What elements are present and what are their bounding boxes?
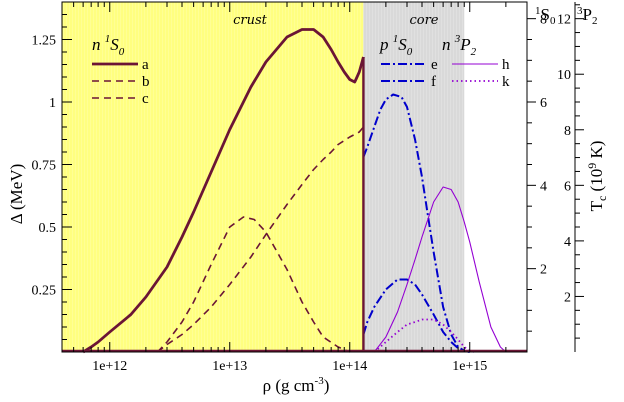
legend-label-k: k [502, 74, 510, 90]
y-axis-label: Δ (MeV) [7, 164, 26, 225]
group-label-p-1s0: p 1S0 [379, 33, 413, 58]
x-tick-label: 1e+12 [92, 359, 127, 374]
group-label-n-1s0: n 1S0 [92, 33, 125, 58]
right-1s0-tick-label: 8 [540, 13, 547, 28]
legend-label-b: b [142, 74, 150, 90]
y-tick-label: 0.75 [32, 159, 57, 174]
region-label-crust: crust [233, 13, 268, 28]
right-3p2-tick-label: 4 [564, 235, 571, 250]
y-tick-label: 0.25 [32, 284, 57, 299]
series-e [362, 93, 470, 353]
x-tick-label: 1e+14 [332, 359, 367, 374]
series-a [82, 28, 365, 354]
legend-label-e: e [431, 57, 438, 73]
right-axis-label: Tc (109 K) [585, 141, 609, 212]
region-crust [62, 2, 364, 352]
right-3p2-tick-label: 12 [557, 13, 571, 28]
right-axis-header-1s0: 1S0 [535, 5, 556, 27]
x-axis-label: ρ (g cm-3) [263, 375, 330, 395]
group-label-n-3p2: n 3P2 [442, 33, 477, 58]
series-f [362, 278, 470, 353]
x-tick-label: 1e+13 [212, 359, 247, 374]
legend: abc ef hk [92, 57, 510, 107]
right-1s0-tick-label: 4 [540, 179, 547, 194]
legend-label-a: a [142, 57, 149, 73]
legend-label-c: c [142, 91, 149, 107]
right-3p2-tick-label: 2 [564, 290, 571, 305]
series-c [157, 126, 365, 353]
right-3p2-tick-label: 10 [557, 68, 571, 83]
legend-label-h: h [502, 57, 510, 73]
y-tick-label: 0.5 [39, 221, 57, 236]
right-1s0-tick-label: 2 [540, 263, 547, 278]
series-layer [62, 28, 527, 354]
right-3p2-tick-label: 6 [564, 179, 571, 194]
legend-label-f: f [431, 74, 436, 90]
region-core [363, 2, 465, 352]
region-label-core: core [409, 13, 438, 28]
right-3p2-tick-label: 8 [564, 124, 571, 139]
y-tick-label: 1.25 [32, 34, 57, 49]
right-axis-header-3p2: 3P2 [577, 5, 597, 27]
right-1s0-tick-label: 6 [540, 96, 547, 111]
series-h [373, 186, 507, 353]
region-layer [62, 2, 465, 352]
series-b [156, 216, 351, 353]
y-tick-label: 1 [49, 96, 56, 111]
x-tick-label: 1e+15 [452, 359, 487, 374]
tick-layer: 1e+12 1e+13 1e+14 1e+15 0.25 0.5 0.75 1 1.25 2 4 6 8… [32, 2, 584, 374]
